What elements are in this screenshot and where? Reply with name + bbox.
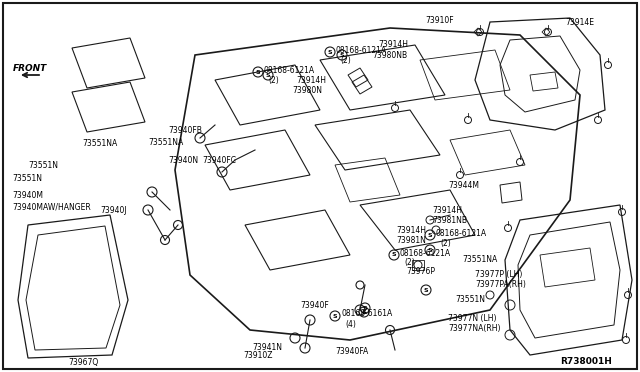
Text: 73981NB: 73981NB (432, 215, 467, 224)
Text: (2): (2) (404, 259, 415, 267)
Text: 73551N: 73551N (455, 295, 485, 305)
Text: 73977NA(RH): 73977NA(RH) (448, 324, 500, 333)
Text: 73940FA: 73940FA (335, 347, 368, 356)
Text: S: S (428, 232, 432, 237)
Text: 73551NA: 73551NA (462, 256, 497, 264)
Text: 73910F: 73910F (425, 16, 454, 25)
Text: (4): (4) (345, 320, 356, 328)
Text: FRONT: FRONT (13, 64, 47, 73)
Text: 73940M: 73940M (12, 190, 43, 199)
Text: 73940J: 73940J (100, 205, 127, 215)
Text: 73977N (LH): 73977N (LH) (448, 314, 497, 323)
Text: S: S (333, 314, 337, 318)
Text: 08168-6161A: 08168-6161A (341, 310, 392, 318)
Text: 73914H: 73914H (396, 225, 426, 234)
Text: 73551N: 73551N (28, 160, 58, 170)
Text: 73940F: 73940F (300, 301, 329, 310)
Text: 73914E: 73914E (565, 17, 594, 26)
Text: (2): (2) (268, 76, 279, 84)
Text: 73914H: 73914H (432, 205, 462, 215)
Text: 73940N: 73940N (168, 155, 198, 164)
Text: 73976P: 73976P (406, 267, 435, 276)
Text: 73914H: 73914H (378, 39, 408, 48)
Text: S: S (328, 49, 332, 55)
Text: 73981N: 73981N (396, 235, 426, 244)
Text: S: S (392, 253, 396, 257)
Text: S: S (266, 73, 270, 77)
Text: 73940MAW/HANGER: 73940MAW/HANGER (12, 202, 91, 212)
Text: R738001H: R738001H (560, 357, 612, 366)
Text: S: S (362, 310, 366, 314)
Text: (2): (2) (340, 55, 351, 64)
Text: 73980N: 73980N (292, 86, 322, 94)
Text: 73941N: 73941N (252, 343, 282, 353)
Text: 73910Z: 73910Z (243, 350, 273, 359)
Text: S: S (363, 305, 367, 311)
Text: 73551NA: 73551NA (148, 138, 183, 147)
Text: S: S (340, 52, 344, 58)
Text: 08168-6121A: 08168-6121A (264, 65, 315, 74)
Text: 73551N: 73551N (12, 173, 42, 183)
Text: 73977PA(RH): 73977PA(RH) (475, 280, 526, 289)
Text: 73914H: 73914H (296, 76, 326, 84)
Text: 08168-6121A: 08168-6121A (336, 45, 387, 55)
Text: 73980NB: 73980NB (372, 51, 407, 60)
Text: S: S (424, 288, 428, 292)
Text: 73551NA: 73551NA (83, 138, 118, 148)
Text: 73977P (LH): 73977P (LH) (475, 270, 522, 279)
Text: (2): (2) (440, 238, 451, 247)
Text: 73944M: 73944M (448, 180, 479, 189)
Text: 73967Q: 73967Q (68, 357, 99, 366)
Text: 08168-6121A: 08168-6121A (436, 228, 487, 237)
Text: S: S (428, 247, 432, 253)
Text: S: S (256, 70, 260, 74)
Text: 73940FC: 73940FC (202, 155, 236, 164)
Text: 08168-6121A: 08168-6121A (400, 248, 451, 257)
Text: 73940FB: 73940FB (168, 125, 202, 135)
